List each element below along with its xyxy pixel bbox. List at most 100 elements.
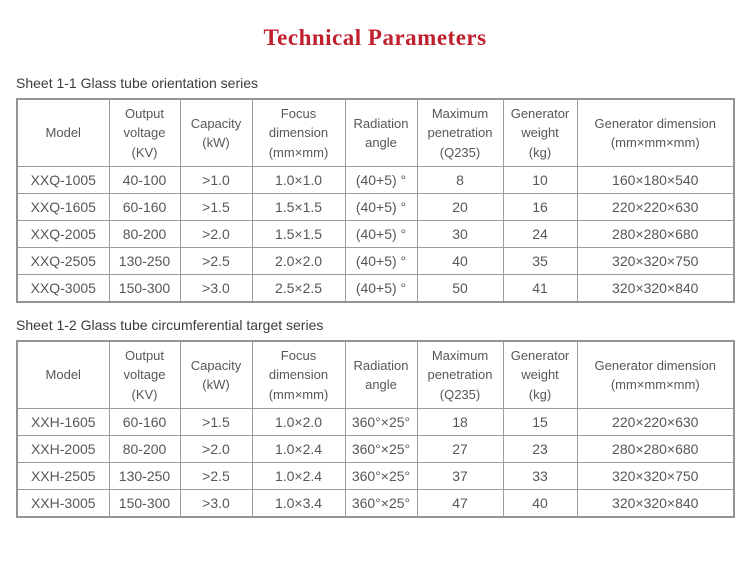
table-cell: 60-160 (108, 408, 181, 436)
table-row: XXQ-1005 40-100 >1.0 1.0×1.0 (40+5) ° 8 10 160×… (16, 166, 735, 194)
table-cell: XXQ-2005 (16, 220, 110, 248)
table-cell: 1.0×3.4 (251, 489, 346, 518)
column-header: Maximum penetration (Q235) (416, 340, 504, 409)
table-cell: 280×280×680 (576, 220, 735, 248)
glass-tube-circumferential-table: Model Output voltage (KV) Capacity (kW) Foc… (16, 340, 735, 518)
table-cell: 41 (502, 274, 578, 303)
column-header: Model (16, 340, 110, 409)
header-row: Model Output voltage (KV) Capacity (kW) Foc… (16, 98, 735, 167)
table-cell: 320×320×750 (576, 247, 735, 275)
table-row: XXH-2005 80-200 >2.0 1.0×2.4 360°×25° 27 23 280… (16, 435, 735, 463)
table-cell: (40+5) ° (344, 274, 418, 303)
table-cell: 40 (502, 489, 578, 518)
table-cell: XXQ-1605 (16, 193, 110, 221)
table-cell: 80-200 (108, 435, 181, 463)
sheet-1-2-caption: Sheet 1-2 Glass tube circumferential tar… (16, 317, 324, 333)
table-cell: XXQ-3005 (16, 274, 110, 303)
column-header: Generator dimension (mm×mm×mm) (576, 98, 735, 167)
table-cell: 360°×25° (344, 489, 418, 518)
table-cell: (40+5) ° (344, 166, 418, 194)
table-cell: 40 (416, 247, 504, 275)
table-cell: 280×280×680 (576, 435, 735, 463)
table-cell: 2.0×2.0 (251, 247, 346, 275)
table-cell: >3.0 (179, 489, 253, 518)
column-header: Generator weight (kg) (502, 340, 578, 409)
table-cell: 360°×25° (344, 408, 418, 436)
column-header: Capacity (kW) (179, 98, 253, 167)
table-cell: 24 (502, 220, 578, 248)
table-cell: XXH-1605 (16, 408, 110, 436)
table-row: XXQ-1605 60-160 >1.5 1.5×1.5 (40+5) ° 20 16 220… (16, 193, 735, 221)
table-cell: 130-250 (108, 247, 181, 275)
table-cell: XXH-2005 (16, 435, 110, 463)
column-header: Focus dimension (mm×mm) (251, 340, 346, 409)
table-cell: 1.0×2.4 (251, 462, 346, 490)
table-cell: 220×220×630 (576, 193, 735, 221)
table-cell: 160×180×540 (576, 166, 735, 194)
table-cell: 80-200 (108, 220, 181, 248)
table-cell: 47 (416, 489, 504, 518)
table-cell: 23 (502, 435, 578, 463)
table-cell: 320×320×750 (576, 462, 735, 490)
table-cell: >2.5 (179, 247, 253, 275)
table-row: XXH-3005 150-300 >3.0 1.0×3.4 360°×25° 47 40 32… (16, 489, 735, 518)
table-cell: XXH-3005 (16, 489, 110, 518)
table-cell: 150-300 (108, 274, 181, 303)
table-cell: XXQ-2505 (16, 247, 110, 275)
table-cell: 10 (502, 166, 578, 194)
table-cell: 20 (416, 193, 504, 221)
table-cell: 2.5×2.5 (251, 274, 346, 303)
column-header: Radiation angle (344, 340, 418, 409)
table-cell: 1.0×2.4 (251, 435, 346, 463)
table-cell: 18 (416, 408, 504, 436)
table-cell: 8 (416, 166, 504, 194)
column-header: Generator weight (kg) (502, 98, 578, 167)
table-cell: (40+5) ° (344, 193, 418, 221)
table-cell: >2.0 (179, 435, 253, 463)
table-cell: XXQ-1005 (16, 166, 110, 194)
table-cell: 30 (416, 220, 504, 248)
column-header: Output voltage (KV) (108, 340, 181, 409)
table-cell: (40+5) ° (344, 220, 418, 248)
table-cell: 33 (502, 462, 578, 490)
table-cell: >2.5 (179, 462, 253, 490)
table-cell: 360°×25° (344, 462, 418, 490)
column-header: Focus dimension (mm×mm) (251, 98, 346, 167)
page-title: Technical Parameters (263, 25, 487, 50)
table-row: XXH-1605 60-160 >1.5 1.0×2.0 360°×25° 18 15 220… (16, 408, 735, 436)
table-cell: 40-100 (108, 166, 181, 194)
column-header: Radiation angle (344, 98, 418, 167)
column-header: Capacity (kW) (179, 340, 253, 409)
table-cell: 50 (416, 274, 504, 303)
table-cell: 360°×25° (344, 435, 418, 463)
table-cell: 27 (416, 435, 504, 463)
table-cell: 1.5×1.5 (251, 193, 346, 221)
table-cell: 15 (502, 408, 578, 436)
table-cell: >2.0 (179, 220, 253, 248)
table-row: XXQ-2005 80-200 >2.0 1.5×1.5 (40+5) ° 30 24 280… (16, 220, 735, 248)
table-cell: 220×220×630 (576, 408, 735, 436)
table-cell: 1.0×1.0 (251, 166, 346, 194)
table-cell: (40+5) ° (344, 247, 418, 275)
column-header: Model (16, 98, 110, 167)
table-cell: >3.0 (179, 274, 253, 303)
column-header: Generator dimension (mm×mm×mm) (576, 340, 735, 409)
table-cell: 37 (416, 462, 504, 490)
table-cell: 60-160 (108, 193, 181, 221)
table-cell: XXH-2505 (16, 462, 110, 490)
header-row: Model Output voltage (KV) Capacity (kW) Foc… (16, 340, 735, 409)
table-cell: 320×320×840 (576, 489, 735, 518)
table-row: XXQ-2505 130-250 >2.5 2.0×2.0 (40+5) ° 40 35 32… (16, 247, 735, 275)
table-cell: >1.5 (179, 408, 253, 436)
column-header: Output voltage (KV) (108, 98, 181, 167)
table-cell: 150-300 (108, 489, 181, 518)
table-cell: 1.0×2.0 (251, 408, 346, 436)
table-cell: 35 (502, 247, 578, 275)
table-cell: 16 (502, 193, 578, 221)
table-cell: >1.5 (179, 193, 253, 221)
table-cell: >1.0 (179, 166, 253, 194)
table-cell: 130-250 (108, 462, 181, 490)
table-row: XXH-2505 130-250 >2.5 1.0×2.4 360°×25° 37 33 32… (16, 462, 735, 490)
column-header: Maximum penetration (Q235) (416, 98, 504, 167)
table-cell: 1.5×1.5 (251, 220, 346, 248)
